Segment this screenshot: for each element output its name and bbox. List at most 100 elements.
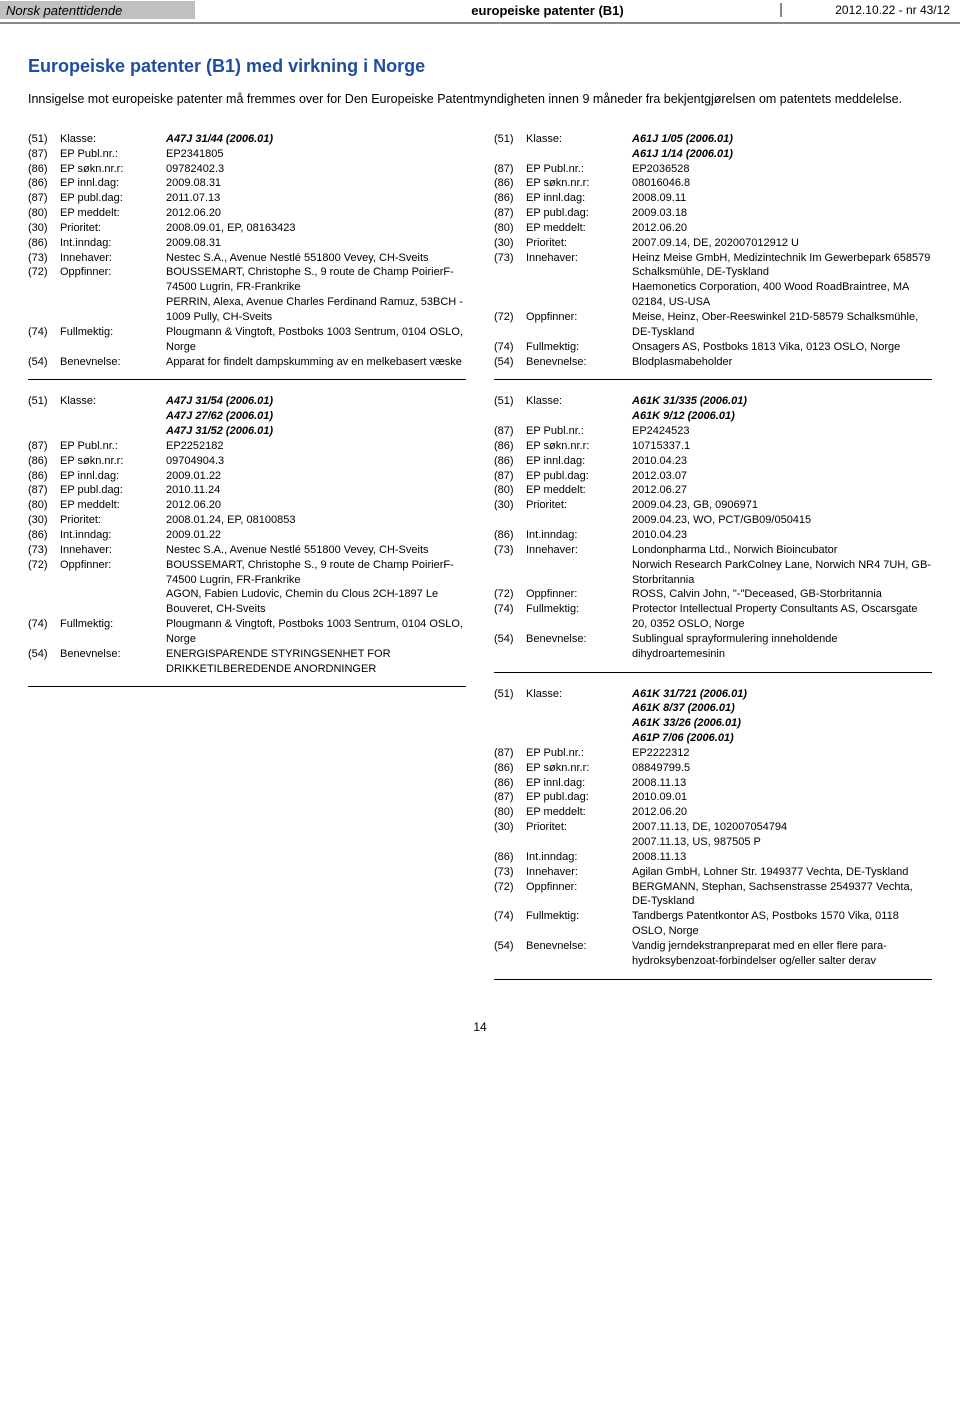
field-value: 2010.04.23 (632, 454, 932, 469)
field-row: A61P 7/06 (2006.01) (494, 731, 932, 746)
field-row: (51)Klasse:A61K 31/335 (2006.01) (494, 394, 932, 409)
field-label: Innehaver: (526, 865, 632, 880)
field-row: (86)EP søkn.nr.r:09704904.3 (28, 454, 466, 469)
field-label (526, 716, 632, 731)
field-code: (30) (494, 236, 526, 251)
field-value: 2007.09.14, DE, 202007012912 U (632, 236, 932, 251)
field-value: Meise, Heinz, Ober-Reeswinkel 21D-58579 … (632, 310, 932, 340)
field-code: (72) (494, 310, 526, 340)
field-row: (87)EP publ.dag:2010.09.01 (494, 790, 932, 805)
field-value: 2009.04.23, WO, PCT/GB09/050415 (632, 513, 932, 528)
field-row: (87)EP Publ.nr.:EP2222312 (494, 746, 932, 761)
field-code: (86) (28, 176, 60, 191)
entry-divider (28, 379, 466, 380)
field-code (494, 513, 526, 528)
field-code: (54) (494, 939, 526, 969)
field-row: (86)EP innl.dag:2010.04.23 (494, 454, 932, 469)
field-label: Innehaver: (526, 543, 632, 558)
field-row: (72)Oppfinner:Meise, Heinz, Ober-Reeswin… (494, 310, 932, 340)
field-code: (86) (28, 454, 60, 469)
field-value: 2008.09.11 (632, 191, 932, 206)
field-value: A61K 9/12 (2006.01) (632, 409, 932, 424)
field-code: (30) (494, 820, 526, 835)
field-row: (86)EP søkn.nr.r:10715337.1 (494, 439, 932, 454)
field-code: (30) (28, 513, 60, 528)
field-label: EP Publ.nr.: (526, 424, 632, 439)
field-code: (87) (494, 790, 526, 805)
field-value: BOUSSEMART, Christophe S., 9 route de Ch… (166, 265, 466, 295)
field-label: Prioritet: (526, 820, 632, 835)
field-row: (72)Oppfinner:BERGMANN, Stephan, Sachsen… (494, 880, 932, 910)
field-value: A47J 31/52 (2006.01) (166, 424, 466, 439)
field-value: 2012.06.20 (632, 221, 932, 236)
field-label (60, 409, 166, 424)
field-code: (51) (494, 394, 526, 409)
field-row: (54)Benevnelse:Blodplasmabeholder (494, 355, 932, 370)
entry-divider (494, 979, 932, 980)
field-code: (30) (494, 498, 526, 513)
field-label: Benevnelse: (526, 632, 632, 662)
field-row: (73)Innehaver:Nestec S.A., Avenue Nestlé… (28, 543, 466, 558)
field-label: Fullmektig: (60, 617, 166, 647)
field-row: (51)Klasse:A47J 31/44 (2006.01) (28, 132, 466, 147)
field-label: Int.inndag: (526, 528, 632, 543)
field-code: (87) (28, 191, 60, 206)
field-label: EP Publ.nr.: (60, 439, 166, 454)
field-value: 2007.11.13, US, 987505 P (632, 835, 932, 850)
field-code: (72) (494, 880, 526, 910)
field-value: Agilan GmbH, Lohner Str. 1949377 Vechta,… (632, 865, 932, 880)
field-label: Oppfinner: (526, 587, 632, 602)
field-value: 2009.01.22 (166, 528, 466, 543)
field-label: Fullmektig: (60, 325, 166, 355)
field-label: Benevnelse: (60, 355, 166, 370)
field-value: Norwich Research ParkColney Lane, Norwic… (632, 558, 932, 588)
patent-entry: (51)Klasse:A47J 31/54 (2006.01)A47J 27/6… (28, 394, 466, 676)
field-code: (80) (494, 483, 526, 498)
field-row: (54)Benevnelse:Sublingual sprayformuleri… (494, 632, 932, 662)
field-row: (54)Benevnelse:Apparat for findelt damps… (28, 355, 466, 370)
field-value: A61J 1/05 (2006.01) (632, 132, 932, 147)
field-code: (86) (494, 176, 526, 191)
field-value: 2009.08.31 (166, 176, 466, 191)
field-code: (30) (28, 221, 60, 236)
field-label: EP søkn.nr.r: (526, 439, 632, 454)
field-row: (86)EP søkn.nr.r:08016046.8 (494, 176, 932, 191)
field-code: (86) (494, 439, 526, 454)
field-code: (72) (28, 558, 60, 588)
field-value: 2009.04.23, GB, 0906971 (632, 498, 932, 513)
field-label (526, 513, 632, 528)
field-row: (54)Benevnelse:ENERGISPARENDE STYRINGSEN… (28, 647, 466, 677)
field-label: Oppfinner: (60, 558, 166, 588)
field-row: 2009.04.23, WO, PCT/GB09/050415 (494, 513, 932, 528)
field-code (28, 409, 60, 424)
field-value: Apparat for findelt dampskumming av en m… (166, 355, 466, 370)
patent-entry: (51)Klasse:A47J 31/44 (2006.01)(87)EP Pu… (28, 132, 466, 370)
field-row: (86)EP innl.dag:2008.11.13 (494, 776, 932, 791)
field-value: BERGMANN, Stephan, Sachsenstrasse 254937… (632, 880, 932, 910)
field-value: A47J 27/62 (2006.01) (166, 409, 466, 424)
field-row: (73)Innehaver:Nestec S.A., Avenue Nestlé… (28, 251, 466, 266)
field-row: (87)EP publ.dag:2012.03.07 (494, 469, 932, 484)
header-center: europeiske patenter (B1) (195, 3, 780, 18)
field-row: (73)Innehaver:Heinz Meise GmbH, Medizint… (494, 251, 932, 281)
field-label: EP meddelt: (60, 206, 166, 221)
field-label: EP søkn.nr.r: (60, 162, 166, 177)
field-value: BOUSSEMART, Christophe S., 9 route de Ch… (166, 558, 466, 588)
field-row: A61J 1/14 (2006.01) (494, 147, 932, 162)
field-code: (86) (28, 528, 60, 543)
field-code: (86) (494, 191, 526, 206)
field-row: Haemonetics Corporation, 400 Wood RoadBr… (494, 280, 932, 310)
field-value: ROSS, Calvin John, "-"Deceased, GB-Storb… (632, 587, 932, 602)
field-row: (30)Prioritet:2007.11.13, DE, 1020070547… (494, 820, 932, 835)
field-code: (51) (494, 687, 526, 702)
field-value: A61J 1/14 (2006.01) (632, 147, 932, 162)
field-label: Klasse: (526, 687, 632, 702)
field-value: 2010.04.23 (632, 528, 932, 543)
field-value: EP2252182 (166, 439, 466, 454)
field-label: Fullmektig: (526, 909, 632, 939)
field-row: (30)Prioritet:2007.09.14, DE, 2020070129… (494, 236, 932, 251)
field-value: A61K 8/37 (2006.01) (632, 701, 932, 716)
field-label: EP publ.dag: (526, 790, 632, 805)
field-row: (80)EP meddelt:2012.06.20 (28, 206, 466, 221)
field-label: EP innl.dag: (60, 176, 166, 191)
